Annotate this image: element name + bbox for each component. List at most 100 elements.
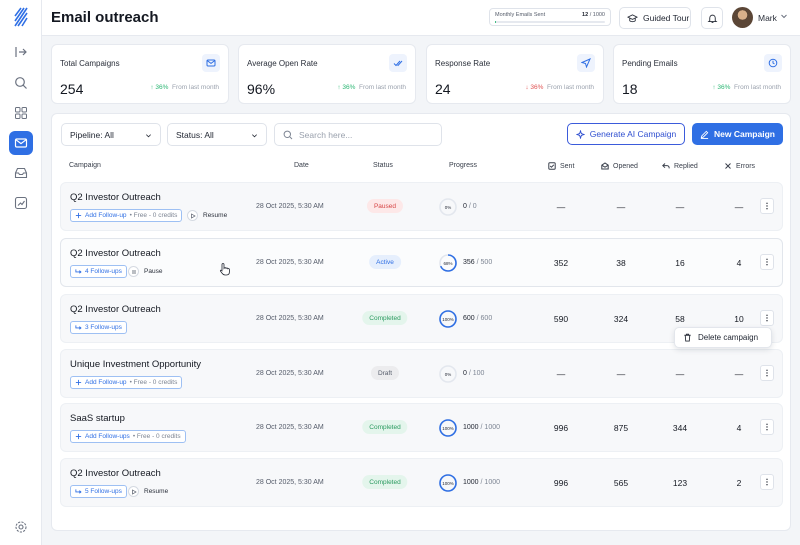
follow-up-label: 4 Follow-ups: [85, 268, 122, 275]
pipeline-filter-value: Pipeline: All: [70, 129, 114, 140]
pause-icon: [132, 269, 135, 274]
follow-ups-button[interactable]: 5 Follow-ups: [70, 485, 127, 498]
new-campaign-button[interactable]: New Campaign: [692, 123, 783, 145]
sent-count: 996: [553, 478, 569, 488]
plus-icon: [75, 212, 82, 219]
sent-count: —: [556, 369, 566, 379]
delete-campaign-option[interactable]: Delete campaign: [698, 333, 759, 342]
column-header-errors[interactable]: Errors: [724, 162, 755, 170]
row-menu-button[interactable]: [760, 474, 774, 490]
campaign-name[interactable]: Q2 Investor Outreach: [70, 192, 161, 203]
errors-count: —: [734, 369, 744, 379]
campaign-name[interactable]: Q2 Investor Outreach: [70, 248, 161, 259]
column-header-sent[interactable]: Sent: [548, 162, 574, 170]
sidebar-item-settings[interactable]: [9, 515, 33, 539]
table-row[interactable]: Q2 Investor Outreach 5 Follow-ups Resume 28…: [60, 458, 783, 507]
table-row[interactable]: SaaS startup Add Follow-ups • Free - 0 cre…: [60, 403, 783, 452]
new-campaign-label: New Campaign: [714, 129, 775, 139]
progress-count: 1000 / 1000: [463, 424, 500, 431]
sidebar-item-dashboard[interactable]: [9, 101, 33, 125]
bell-icon: [707, 14, 717, 23]
follow-up-label: 5 Follow-ups: [85, 488, 122, 495]
column-header-date[interactable]: Date: [294, 162, 309, 169]
sidebar-item-analytics[interactable]: [9, 191, 33, 215]
quota-label: Monthly Emails Sent: [495, 12, 546, 18]
inbox-icon: [14, 167, 28, 179]
table-row[interactable]: Q2 Investor Outreach Add Follow-up • Free …: [60, 182, 783, 231]
status-filter-select[interactable]: Status: All: [167, 123, 267, 146]
hand-cursor-icon: [219, 263, 230, 276]
sidebar-item-search[interactable]: [9, 71, 33, 95]
app-logo[interactable]: [12, 6, 30, 28]
row-menu-button[interactable]: [760, 198, 774, 214]
row-menu-button[interactable]: [760, 310, 774, 326]
column-header-campaign[interactable]: Campaign: [69, 162, 101, 169]
progress-percent: 0%: [444, 204, 452, 210]
stat-label: Average Open Rate: [247, 59, 318, 68]
column-header-status[interactable]: Status: [373, 162, 393, 169]
resume-campaign-button[interactable]: Resume: [187, 209, 227, 222]
progress-ring: 100%: [438, 418, 458, 438]
progress-ring-graphic: [439, 365, 457, 383]
collapse-sidebar-button[interactable]: [9, 40, 33, 64]
progress-ring-graphic: [439, 419, 457, 437]
pipeline-filter-select[interactable]: Pipeline: All: [61, 123, 161, 146]
replied-count: 344: [672, 423, 688, 433]
errors-count: 4: [736, 423, 742, 433]
add-follow-up-button[interactable]: Add Follow-up • Free - 0 credits: [70, 209, 183, 222]
quota-progress-track: [495, 21, 605, 23]
replied-count: 58: [675, 314, 685, 324]
follow-up-label: Add Follow-ups: [85, 433, 130, 440]
campaign-name[interactable]: Q2 Investor Outreach: [70, 468, 161, 479]
progress-ring: 0%: [438, 197, 458, 217]
progress-ring: 100%: [438, 309, 458, 329]
errors-count: 2: [736, 478, 742, 488]
campaign-name[interactable]: SaaS startup: [70, 413, 125, 424]
stat-delta: ↓ 36% From last month: [525, 84, 594, 91]
sidebar-item-inbox[interactable]: [9, 161, 33, 185]
sent-count: 352: [553, 258, 569, 268]
add-follow-up-button[interactable]: Add Follow-ups • Free - 0 credits: [70, 430, 186, 443]
notifications-button[interactable]: [701, 7, 723, 29]
sent-count: 996: [553, 423, 569, 433]
row-menu-button[interactable]: [760, 419, 774, 435]
stat-label: Total Campaigns: [60, 59, 120, 68]
progress-percent: 68%: [443, 260, 453, 266]
campaign-date: 28 Oct 2025, 5:30 AM: [256, 315, 324, 322]
table-row[interactable]: Unique Investment Opportunity Add Follow-…: [60, 349, 783, 398]
action-label: Resume: [203, 212, 228, 219]
reply-icon: [662, 163, 670, 169]
stat-delta: ↑ 36% From last month: [150, 84, 219, 91]
column-header-progress[interactable]: Progress: [449, 162, 478, 169]
search-input[interactable]: [299, 129, 429, 140]
chevron-down-icon[interactable]: [780, 12, 788, 20]
column-header-replied[interactable]: Replied: [662, 162, 698, 170]
follow-up-label: Add Follow-up: [85, 379, 127, 386]
campaign-date: 28 Oct 2025, 5:30 AM: [256, 203, 324, 210]
follow-ups-button[interactable]: 4 Follow-ups: [70, 265, 127, 278]
more-vertical-icon: [766, 314, 768, 322]
sidebar-item-email[interactable]: [9, 131, 33, 155]
campaigns-panel: Pipeline: All Status: All Generate AI Ca…: [51, 113, 791, 531]
add-follow-up-button[interactable]: Add Follow-up • Free - 0 credits: [70, 376, 183, 389]
table-row[interactable]: Q2 Investor Outreach 4 Follow-ups Pause 28 …: [60, 238, 783, 287]
search-box[interactable]: [274, 123, 442, 146]
generate-ai-campaign-button[interactable]: Generate AI Campaign: [567, 123, 685, 145]
pencil-icon: [700, 130, 709, 139]
row-menu-button[interactable]: [760, 254, 774, 270]
campaign-name[interactable]: Unique Investment Opportunity: [70, 359, 201, 370]
row-menu-button[interactable]: [760, 365, 774, 381]
pause-campaign-button[interactable]: Pause: [128, 265, 162, 278]
send-icon: [581, 58, 591, 68]
user-name[interactable]: Mark: [758, 13, 777, 23]
page-title: Email outreach: [51, 9, 159, 26]
campaign-name[interactable]: Q2 Investor Outreach: [70, 304, 161, 315]
row-context-menu[interactable]: Delete campaign: [674, 327, 772, 348]
table-row[interactable]: Q2 Investor Outreach 3 Follow-ups 28 Oct 2…: [60, 294, 783, 343]
resume-campaign-button[interactable]: Resume: [128, 485, 168, 498]
user-avatar[interactable]: [732, 7, 753, 28]
guided-tour-button[interactable]: Guided Tour: [619, 7, 691, 29]
column-header-opened[interactable]: Opened: [601, 162, 638, 170]
follow-ups-button[interactable]: 3 Follow-ups: [70, 321, 127, 334]
errors-count: 10: [734, 314, 744, 324]
